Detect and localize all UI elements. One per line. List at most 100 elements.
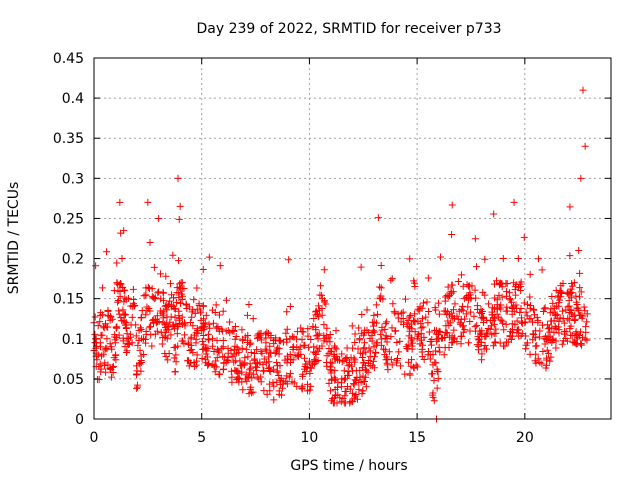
data-point [425,328,433,336]
data-point [524,300,532,308]
data-point [253,346,261,354]
data-point [530,331,538,339]
data-point [538,360,546,368]
data-point [577,174,585,182]
data-point [129,285,137,293]
data-point [91,335,99,343]
data-point [355,386,363,394]
data-point [153,327,161,335]
data-point [312,323,320,331]
data-point [318,291,326,299]
data-point [103,248,111,256]
x-tick-label: 20 [516,430,534,446]
data-point [116,287,124,295]
data-point [327,348,335,356]
data-point [478,308,486,316]
data-point [583,318,591,326]
data-point [238,378,246,386]
data-point [351,356,359,364]
data-point [91,330,99,338]
data-point [423,298,431,306]
data-point [189,349,197,357]
data-point [495,291,503,299]
data-point [362,348,370,356]
data-point [219,307,227,315]
data-point [441,307,449,315]
data-point [215,349,223,357]
data-point [96,339,104,347]
data-point [516,308,524,316]
data-point [535,333,543,341]
grid-lines [94,58,611,419]
data-point [357,263,365,271]
data-point [159,314,167,322]
data-point [410,364,418,372]
data-point [430,397,438,405]
data-point [92,262,100,270]
data-point [247,339,255,347]
data-point [530,306,538,314]
data-point [390,308,398,316]
data-point [332,355,340,363]
data-point [486,325,494,333]
data-point [525,315,533,323]
data-point [305,357,313,365]
data-point [560,319,568,327]
data-point [474,346,482,354]
data-point [144,283,152,291]
data-point [181,322,189,330]
data-point [331,344,339,352]
data-point [543,354,551,362]
data-point [577,288,585,296]
data-point [108,315,116,323]
data-point [457,271,465,279]
x-tick-label: 5 [197,430,206,446]
data-point [259,361,267,369]
data-point [245,300,253,308]
data-point [194,329,202,337]
data-point [289,356,297,364]
data-point [581,142,589,150]
data-point [93,356,101,364]
data-point [243,311,251,319]
data-point [218,344,226,352]
data-point [164,356,172,364]
data-point [503,288,511,296]
data-point [381,346,389,354]
data-point [301,362,309,370]
data-point [97,352,105,360]
data-point [478,350,486,358]
data-point [101,362,109,370]
data-point [234,373,242,381]
data-point [169,251,177,259]
data-point [162,353,170,361]
data-point [458,332,466,340]
data-point [97,365,105,373]
data-point [157,270,165,278]
data-point [395,348,403,356]
data-point [372,349,380,357]
data-point [104,312,112,320]
y-axis-ticks: 0 0.05 0.1 0.15 0.2 0.25 0.3 0.35 0.4 0.45 [53,51,611,428]
data-point [562,335,570,343]
data-point [499,319,507,327]
data-point [103,335,111,343]
data-point [529,330,537,338]
data-point [174,342,182,350]
data-point [512,301,520,309]
data-point [549,299,557,307]
data-point [416,340,424,348]
data-point [328,395,336,403]
data-point [420,355,428,363]
data-point [547,353,555,361]
data-point [387,333,395,341]
data-point [184,339,192,347]
data-point [436,348,444,356]
data-point [502,320,510,328]
data-point [115,307,123,315]
data-point [218,325,226,333]
data-point [100,324,108,332]
data-point [162,320,170,328]
data-point [252,359,260,367]
data-point [242,371,250,379]
